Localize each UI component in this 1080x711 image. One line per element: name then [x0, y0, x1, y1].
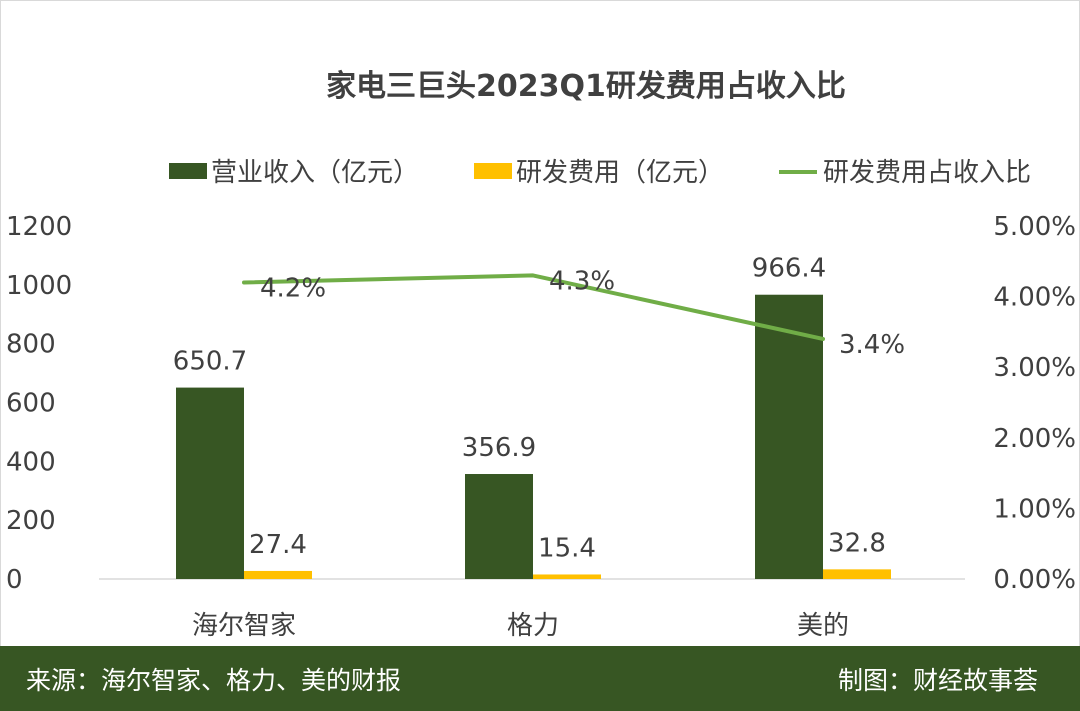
bar-revenue [465, 474, 533, 579]
bar-rd-expense [244, 570, 312, 579]
line-series [242, 273, 825, 341]
y-right-tick-label: 1.00% [993, 494, 1076, 524]
y-left-tick-label: 1000 [6, 271, 72, 301]
y-right-tick-label: 5.00% [993, 212, 1076, 242]
legend-label: 营业收入（亿元） [211, 158, 419, 188]
line-data-label: 4.3% [549, 266, 615, 296]
bar-data-label: 966.4 [752, 254, 826, 284]
y-right-tick-label: 0.00% [993, 565, 1076, 595]
line-rd-ratio [242, 273, 825, 341]
bars [176, 294, 891, 579]
bar-data-label: 27.4 [249, 530, 307, 560]
legend-swatch [474, 163, 512, 179]
bar-data-label: 356.9 [462, 433, 536, 463]
x-category-label: 美的 [797, 611, 849, 641]
legend-swatch [169, 163, 207, 179]
bar-rd-expense [533, 574, 601, 579]
bar-revenue [176, 387, 244, 579]
footer-source: 来源：海尔智家、格力、美的财报 [26, 666, 402, 695]
y-axis-left: 0 200 400 600 800 1000 1200 [6, 212, 72, 595]
bar-revenue [755, 294, 823, 579]
y-left-tick-label: 1200 [6, 212, 72, 242]
y-right-tick-label: 4.00% [993, 283, 1076, 313]
x-category-label: 格力 [507, 611, 559, 641]
legend: 营业收入（亿元） 研发费用（亿元） 研发费用占收入比 [169, 158, 1031, 188]
y-left-tick-label: 200 [6, 506, 56, 536]
chart-title: 家电三巨头2023Q1研发费用占收入比 [326, 69, 846, 104]
chart-svg: 家电三巨头2023Q1研发费用占收入比 营业收入（亿元） 研发费用（亿元） 研发费用… [6, 69, 1076, 641]
footer-bar: 来源：海尔智家、格力、美的财报 制图：财经故事荟 [0, 646, 1080, 711]
line-data-label: 4.2% [260, 273, 326, 303]
bar-data-label: 15.4 [538, 533, 596, 563]
bar-rd-expense [823, 569, 891, 579]
x-axis: 海尔智家 格力 美的 [99, 578, 965, 641]
footer-credit: 制图：财经故事荟 [837, 666, 1038, 695]
y-left-tick-label: 600 [6, 389, 56, 419]
y-left-tick-label: 400 [6, 447, 56, 477]
bar-data-label: 32.8 [828, 528, 886, 558]
y-left-tick-label: 800 [6, 330, 56, 360]
bar-data-label: 650.7 [173, 347, 247, 377]
y-axis-right: 0.00% 1.00% 2.00% 3.00% 4.00% 5.00% [993, 212, 1076, 595]
y-right-tick-label: 2.00% [993, 424, 1076, 454]
legend-label: 研发费用占收入比 [823, 158, 1031, 188]
legend-label: 研发费用（亿元） [516, 158, 724, 188]
x-category-label: 海尔智家 [192, 611, 296, 641]
line-data-label: 3.4% [839, 330, 905, 360]
y-right-tick-label: 3.00% [993, 353, 1076, 383]
data-labels: 650.7 356.9 966.4 27.4 15.4 32.8 4.2% 4.3% 3.4% [173, 254, 905, 564]
y-left-tick-label: 0 [6, 565, 23, 595]
